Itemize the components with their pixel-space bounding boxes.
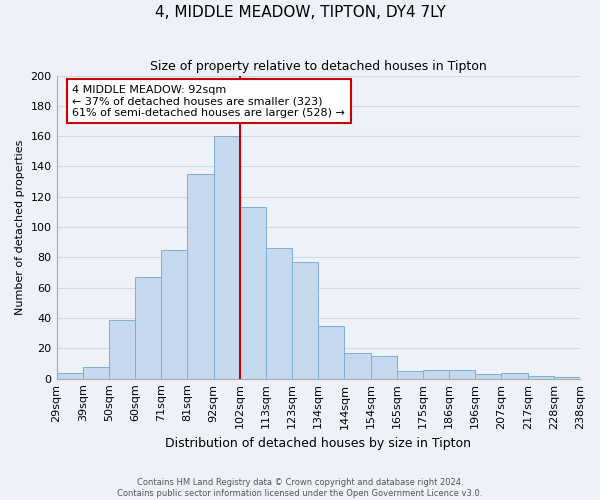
Bar [109, 320, 135, 378]
Bar [527, 376, 554, 378]
Bar [56, 372, 83, 378]
Text: 4 MIDDLE MEADOW: 92sqm
← 37% of detached houses are smaller (323)
61% of semi-de: 4 MIDDLE MEADOW: 92sqm ← 37% of detached… [72, 84, 345, 118]
Bar [266, 248, 292, 378]
Bar [214, 136, 240, 378]
Bar [475, 374, 502, 378]
X-axis label: Distribution of detached houses by size in Tipton: Distribution of detached houses by size … [165, 437, 471, 450]
Bar [161, 250, 187, 378]
Bar [449, 370, 475, 378]
Bar [554, 377, 580, 378]
Bar [135, 277, 161, 378]
Bar [502, 372, 527, 378]
Text: Contains HM Land Registry data © Crown copyright and database right 2024.
Contai: Contains HM Land Registry data © Crown c… [118, 478, 482, 498]
Bar [371, 356, 397, 378]
Bar [187, 174, 214, 378]
Bar [397, 371, 423, 378]
Bar [423, 370, 449, 378]
Bar [240, 208, 266, 378]
Title: Size of property relative to detached houses in Tipton: Size of property relative to detached ho… [150, 60, 487, 73]
Bar [83, 366, 109, 378]
Bar [318, 326, 344, 378]
Bar [292, 262, 318, 378]
Text: 4, MIDDLE MEADOW, TIPTON, DY4 7LY: 4, MIDDLE MEADOW, TIPTON, DY4 7LY [155, 5, 445, 20]
Y-axis label: Number of detached properties: Number of detached properties [15, 140, 25, 315]
Bar [344, 353, 371, 378]
